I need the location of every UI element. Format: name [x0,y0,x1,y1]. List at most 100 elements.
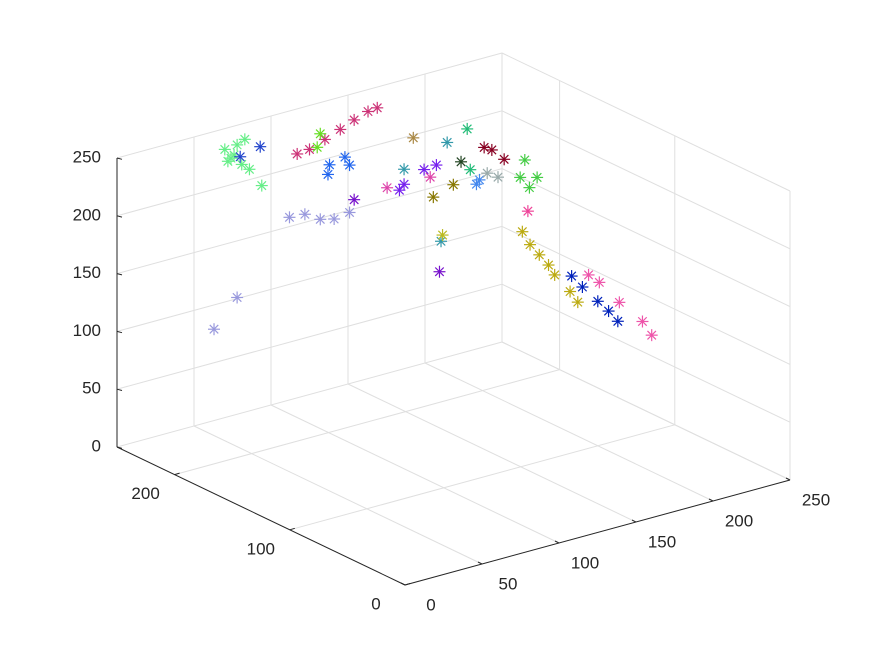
point [430,159,443,172]
point [473,173,486,186]
point [645,329,658,342]
point [582,268,595,281]
z-tick-label: 150 [73,263,101,282]
point-stroke [344,207,355,218]
point [455,155,468,168]
point-stroke [499,154,509,164]
grid-line [193,425,483,565]
point-stroke [482,168,492,178]
point [418,163,431,176]
point-stroke [614,297,625,308]
y-tick-label: 100 [247,539,275,558]
z-tick-label: 100 [73,321,101,340]
x-tick-label: 200 [725,511,753,530]
point [424,171,437,184]
point-stroke [399,179,409,189]
y-tick [289,527,295,531]
point [238,133,251,146]
point-stroke [550,270,560,280]
point-stroke [436,236,446,246]
z-tick [116,330,123,334]
point-stroke [340,152,350,162]
x-tick-label: 250 [802,490,830,509]
y-tick [404,583,411,586]
grid-line [501,283,791,423]
point [255,179,268,192]
z-tick-label: 200 [73,205,101,224]
point-stroke [335,124,345,135]
z-tick-label: 0 [92,436,101,455]
point-stroke [399,164,409,174]
z-tick [116,446,123,449]
point-stroke [372,103,382,113]
point [433,265,446,278]
point [548,268,561,281]
x-tick [708,498,714,502]
point-stroke [315,129,325,139]
point-stroke [394,185,405,195]
point [371,101,384,114]
z-tick [116,215,123,218]
point [481,167,494,180]
grid-line [174,369,560,476]
point [338,151,351,164]
point-stroke [515,172,525,183]
grid-line [424,362,714,502]
point-stroke [232,292,242,303]
point [485,143,498,156]
grid-line [501,225,791,365]
x-tick [554,540,560,544]
z-tick [116,157,123,160]
point [461,122,474,135]
point [208,323,221,336]
grid-line [116,225,503,332]
point-stroke [349,115,359,125]
point-stroke [304,144,315,155]
point-stroke [524,182,535,193]
point [311,141,324,154]
grid-line [501,52,791,192]
point [323,158,336,171]
point [516,225,529,238]
point [542,259,555,272]
point [436,229,449,242]
x-tick [631,519,637,523]
point [533,248,546,261]
point-stroke [520,155,530,165]
point-stroke [300,209,310,219]
point [398,178,411,191]
point-stroke [637,316,648,327]
point [291,147,304,160]
y-tick-label: 0 [371,594,380,613]
point [636,315,649,328]
point [328,213,341,226]
point-stroke [583,270,594,280]
point-stroke [315,214,325,224]
point [234,150,247,163]
point-stroke [465,165,475,175]
point-stroke [532,172,542,183]
point [348,193,361,206]
point-stroke [232,140,242,150]
point-stroke [577,282,588,292]
x-tick [400,582,406,586]
point [254,140,267,153]
point [298,208,311,221]
point [591,295,604,308]
point [231,291,244,304]
point-stroke [462,124,472,134]
point [231,138,244,151]
z-tick [116,273,123,276]
x-axis [404,479,791,586]
point-stroke [324,160,335,170]
point [514,171,527,184]
point-stroke [566,271,577,281]
point [393,184,406,197]
point [407,131,420,144]
point-stroke [479,142,489,153]
point [564,285,577,298]
grid-line [501,341,791,481]
y-axis [116,446,406,586]
point-stroke [382,183,392,193]
point [343,206,356,219]
